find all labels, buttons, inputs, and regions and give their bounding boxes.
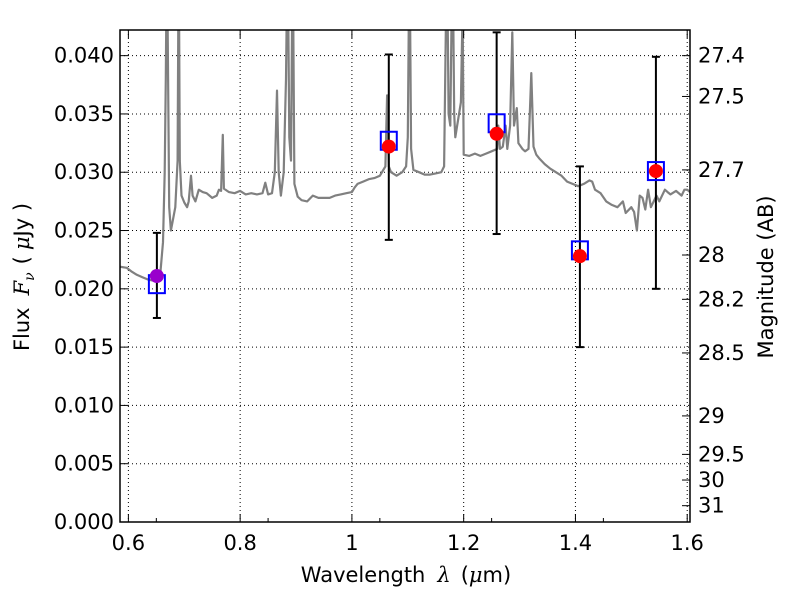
model-square-marker: [646, 161, 665, 182]
y2-tick-label: 28.2: [698, 287, 745, 311]
y2-tick-label: 30: [698, 468, 725, 492]
observed-circle-marker: [572, 249, 587, 264]
y2-tick-label: 28: [698, 243, 725, 267]
y2-tick-label: 31: [698, 494, 725, 518]
y-tick-label: 0.040: [54, 44, 114, 68]
axes-frame: [119, 29, 691, 523]
observed-circle-marker: [648, 164, 663, 179]
x-tick-label: 1.2: [447, 531, 480, 555]
grid-lines: [120, 30, 690, 523]
x-axis-title: Wavelength λ (μm): [301, 563, 511, 587]
y-axis-title: FluxFν(μJy ): [10, 203, 38, 351]
spectrum-line: [120, 30, 690, 282]
y-tick-label: 0.010: [54, 393, 114, 417]
x-tick-label: 0.8: [223, 531, 256, 555]
y-tick-label: 0.020: [54, 277, 114, 301]
plot-frame: [119, 29, 691, 523]
observed-circle-marker: [489, 126, 504, 141]
y2-axis-title: Magnitude (AB): [754, 195, 778, 358]
y2-tick-label: 28.5: [698, 341, 745, 365]
y2-tick-label: 27.7: [698, 158, 745, 182]
x-tick-label: 1.6: [671, 531, 704, 555]
observed-circle-marker: [381, 139, 396, 154]
y2-tick-label: 27.5: [698, 84, 745, 108]
y-tick-label: 0.035: [54, 102, 114, 126]
observed-circle-marker: [149, 269, 164, 283]
data-layer: [120, 30, 690, 349]
y2-tick-label: 27.4: [698, 44, 745, 68]
y2-tick-label: 29: [698, 404, 725, 428]
axis-ticks: 0.6 0.8 1 1.2 1.4 1.6 0.000 0.005 0.010 0.015 0.02…: [54, 30, 745, 555]
y-tick-label: 0.015: [54, 335, 114, 359]
y-tick-label: 0.030: [54, 160, 114, 184]
x-tick-label: 1.4: [559, 531, 592, 555]
y-tick-label: 0.025: [54, 219, 114, 243]
x-tick-label: 0.6: [112, 531, 145, 555]
y-tick-label: 0.005: [54, 452, 114, 476]
y2-tick-label: 29.5: [698, 442, 745, 466]
x-tick-label: 1: [345, 531, 358, 555]
y-tick-label: 0.000: [54, 510, 114, 534]
